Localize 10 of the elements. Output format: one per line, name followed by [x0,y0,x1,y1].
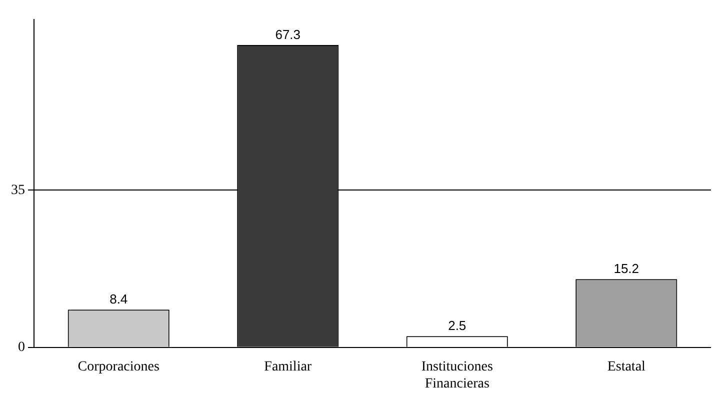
data-label: 2.5 [448,318,466,334]
data-label: 67.3 [275,27,301,42]
data-label: 15.2 [614,261,640,276]
y-tick-label: 35 [11,182,25,198]
data-label: 8.4 [110,292,128,307]
x-tick-label: Familiar [264,359,312,374]
x-tick-label: Instituciones Financieras [421,359,493,392]
x-tick-label: Corporaciones [78,359,160,374]
y-tick-label: 0 [18,340,25,356]
x-tick-label: Estatal [607,359,646,374]
